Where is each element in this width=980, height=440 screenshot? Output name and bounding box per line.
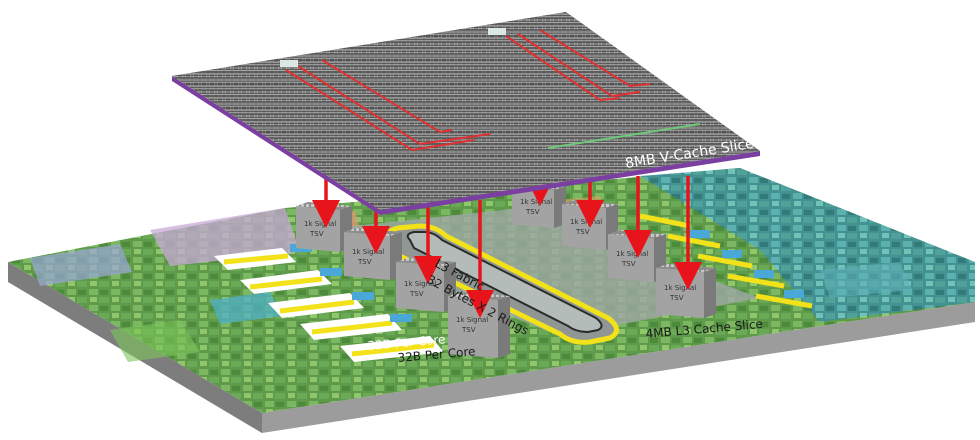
core-blue-tag	[754, 270, 774, 278]
tsv-block: 1k Signal TSV	[296, 202, 352, 252]
vcache-tab	[280, 60, 298, 67]
tsv-label-line2: TSV	[669, 294, 684, 302]
core-blue-tag	[390, 314, 412, 322]
tsv-label-line2: TSV	[357, 258, 372, 266]
tsv-label-line1: 1k Signal	[304, 220, 336, 228]
tsv-block: 1k Signal TSV	[656, 264, 716, 318]
tsv-label-line1: 1k Signal	[616, 250, 648, 258]
tsv-label-line1: 1k Signal	[664, 284, 696, 292]
core-blue-tag	[784, 290, 804, 298]
tsv-label-line1: 1k Signal	[570, 218, 602, 226]
tsv-label-line2: TSV	[461, 326, 476, 334]
core-blue-tag	[722, 250, 742, 258]
vcache-tab	[488, 28, 506, 35]
tsv-label-line2: TSV	[409, 290, 424, 298]
tsv-label-line2: TSV	[525, 208, 540, 216]
tsv-label-line2: TSV	[621, 260, 636, 268]
core-blue-tag	[352, 292, 374, 300]
tsv-label-line2: TSV	[309, 230, 324, 238]
tsv-label-line2: TSV	[575, 228, 590, 236]
tsv-label-line1: 1k Signal	[352, 248, 384, 256]
tsv-label-line1: 1k Signal	[456, 316, 488, 324]
tsv-block: 1k Signal TSV	[344, 228, 402, 280]
core-blue-tag	[690, 230, 710, 238]
tsv-label-line1: 1k Signal	[520, 198, 552, 206]
core-blue-tag	[320, 268, 342, 276]
